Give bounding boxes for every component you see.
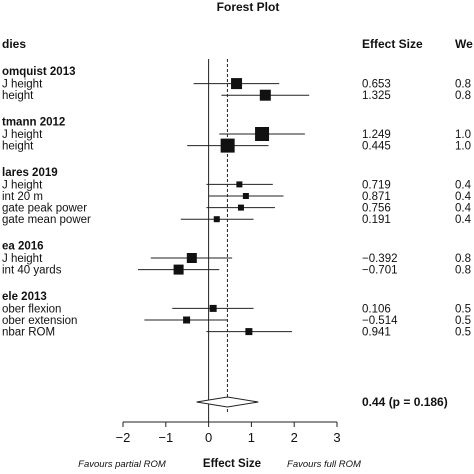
weight-value: 0.8: [455, 79, 471, 91]
study-label: ele 2013: [2, 291, 47, 303]
weight-value: 1.0: [455, 141, 471, 153]
effect-size-value: 0.871: [362, 191, 391, 203]
outcome-label: J height: [2, 179, 43, 191]
effect-size-value: 0.941: [362, 327, 391, 339]
weight-value: 0.8: [455, 253, 471, 265]
effect-point: [231, 78, 243, 90]
effect-point: [173, 264, 184, 275]
x-axis: −2 −1 0 1 2 3: [116, 421, 341, 445]
effect-size-value: −0.392: [362, 253, 398, 265]
chart-title: Forest Plot: [217, 0, 280, 14]
study-label: ea 2016: [2, 240, 44, 252]
effect-size-value: 1.249: [362, 129, 391, 141]
effect-point: [186, 253, 197, 263]
outcome-label: ober extension: [2, 315, 77, 327]
weight-value: 0.8: [455, 90, 471, 102]
x-tick-label: −2: [116, 430, 131, 445]
favours-left-label: Favours partial ROM: [78, 459, 166, 470]
effect-point: [183, 316, 191, 324]
outcome-label: height: [2, 90, 34, 102]
weight-value: 0.4: [455, 179, 472, 191]
effect-size-value: 0.719: [362, 179, 391, 191]
x-tick-label: 3: [333, 430, 340, 445]
effect-point: [213, 216, 220, 223]
outcome-label: J height: [2, 79, 43, 91]
x-axis-label: Effect Size: [203, 458, 261, 470]
weight-value: 0.4: [455, 191, 472, 203]
effect-size-value: 0.445: [362, 141, 391, 153]
outcome-label: gate mean power: [2, 214, 91, 226]
effect-size-value: −0.514: [362, 315, 398, 327]
summary-diamond: [196, 396, 259, 408]
effect-point: [237, 204, 244, 211]
outcome-label: height: [2, 141, 34, 153]
outcome-label: ober flexion: [2, 303, 61, 315]
favours-right-label: Favours full ROM: [287, 459, 361, 470]
weight-value: 0.5: [455, 303, 471, 315]
outcome-label: gate peak power: [2, 203, 87, 215]
outcome-label: nbar ROM: [2, 327, 55, 339]
effect-size-value: 0.653: [362, 79, 391, 91]
effect-size-value: 0.756: [362, 203, 391, 215]
study-label: omquist 2013: [2, 66, 76, 78]
effect-size-value: 0.191: [362, 214, 391, 226]
study-label: tmann 2012: [2, 116, 65, 128]
outcome-label: int 40 yards: [2, 265, 62, 277]
weight-value: 0.5: [455, 315, 471, 327]
x-tick-label: −1: [158, 430, 173, 445]
effect-size-value: 0.106: [362, 303, 391, 315]
effect-point: [259, 89, 271, 101]
outcome-label: J height: [2, 253, 43, 265]
x-tick-label: 2: [291, 430, 298, 445]
outcome-label: int 20 m: [2, 191, 43, 203]
effect-point: [236, 181, 243, 188]
effect-point: [245, 328, 253, 336]
weight-value: 0.4: [455, 214, 472, 226]
effect-size-value: −0.701: [362, 265, 398, 277]
effect-point: [255, 127, 270, 141]
effect-point: [242, 193, 249, 199]
weight-column-header: We: [455, 37, 473, 51]
effect-point: [220, 138, 235, 153]
weight-value: 0.4: [455, 203, 472, 215]
weight-value: 1.0: [455, 129, 471, 141]
study-label: lares 2019: [2, 167, 58, 179]
x-tick-label: 1: [248, 430, 255, 445]
x-tick-label: 0: [205, 430, 212, 445]
outcome-label: J height: [2, 129, 43, 141]
effect-size-column-header: Effect Size: [362, 37, 423, 51]
weight-value: 0.5: [455, 327, 471, 339]
studies-column-header: dies: [2, 37, 26, 51]
effect-point: [209, 304, 217, 312]
effect-size-value: 1.325: [362, 90, 391, 102]
summary-label: 0.44 (p = 0.186): [362, 395, 448, 409]
weight-value: 0.8: [455, 265, 471, 277]
